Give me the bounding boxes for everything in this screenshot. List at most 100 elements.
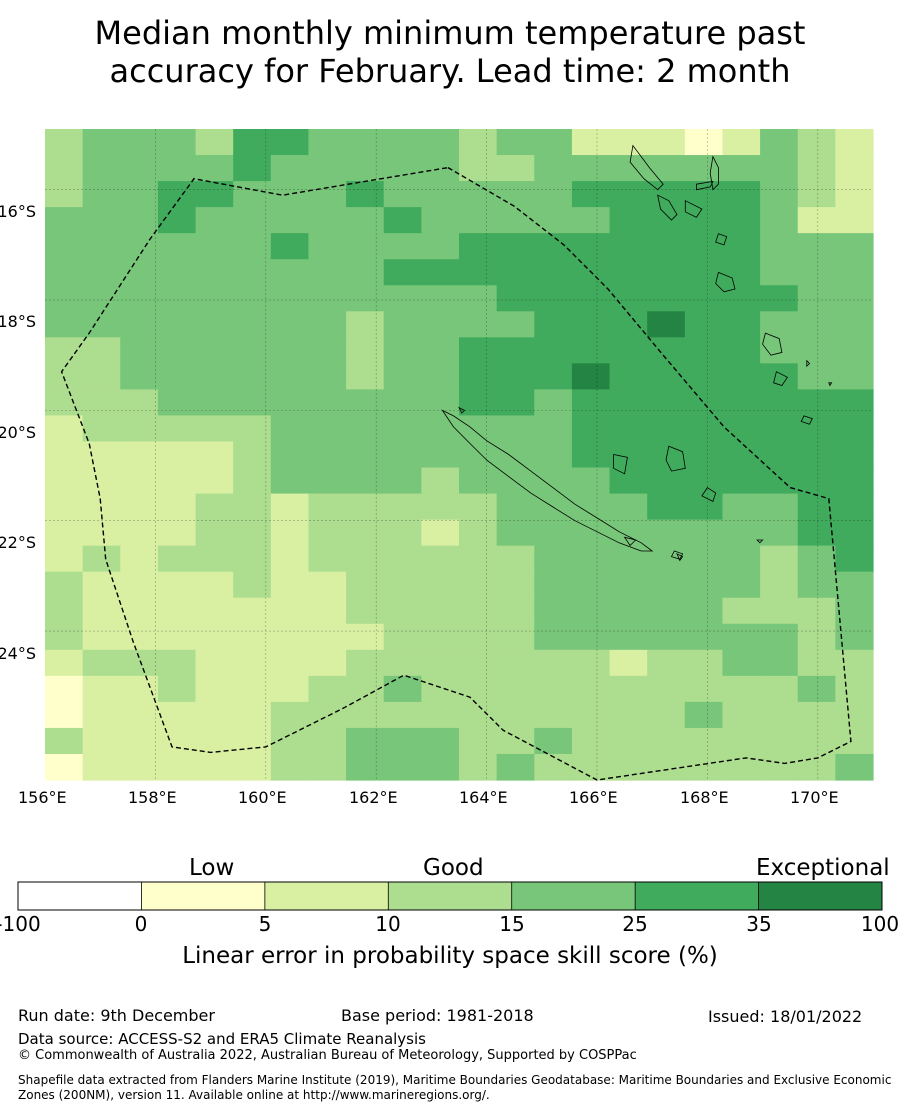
grid-cell [722,519,761,547]
grid-cell [45,467,84,495]
grid-cell [346,233,385,260]
grid-cell [195,649,234,677]
grid-cell [571,519,611,547]
grid-cell [684,493,724,521]
island-coastline [696,180,714,191]
grid-cell [722,675,761,703]
grid-cell [760,207,799,234]
grid-cell [609,311,648,338]
grid-cell [157,337,197,364]
grid-cell [571,129,611,156]
colorbar-tick-label: 35 [746,912,772,936]
grid-cell [534,467,573,495]
colorbar-swatch [635,882,759,910]
grid-cell [571,337,611,364]
colorbar-swatch [141,882,265,910]
grid-cell [496,181,535,208]
grid-cell [835,597,874,625]
grid-cell [383,649,422,677]
grid-cell [609,415,648,443]
grid-cell [647,285,686,312]
grid-cell [308,337,347,364]
grid-cell [722,389,761,417]
grid-cell [82,649,121,677]
colorbar-title: Linear error in probability space skill … [182,943,718,969]
grid-cell [760,363,799,390]
grid-cell [496,649,535,677]
grid-cell [421,571,460,599]
grid-cell [308,727,347,755]
grid-cell [308,519,347,547]
grid-cell [722,649,761,677]
grid-cell [45,597,84,625]
grid-cell [346,311,385,338]
grid-cell [835,545,874,573]
grid-cell [157,259,197,286]
base-period: Base period: 1981-2018 [341,1006,534,1025]
grid-cell [308,441,347,469]
colorbar-tick-label: 0 [134,912,148,936]
grid-cell [120,259,159,286]
grid-cell [45,181,84,208]
grid-cell [609,571,648,599]
lon-tick-label: 170°E [790,788,839,807]
colorbar-swatch [388,882,512,910]
grid-cell [421,519,460,547]
data-source: Data source: ACCESS-S2 and ERA5 Climate … [18,1030,426,1048]
grid-cell [195,753,234,781]
grid-cell [82,623,121,651]
grid-cell [760,259,799,286]
grid-cell [120,389,159,417]
grid-cell [797,519,836,547]
grid-cell [308,753,347,781]
grid-cell [270,337,310,364]
grid-cell [195,129,234,156]
grid-cell [157,675,197,703]
grid-cell [421,467,460,495]
grid-cell [496,623,535,651]
grid-cell [571,545,611,573]
grid-cell [609,675,648,703]
grid-cell [346,259,385,286]
grid-cell [571,363,611,390]
grid-cell [459,415,498,443]
grid-cell [722,363,761,390]
grid-cell [835,467,874,495]
grid-cell [308,311,347,338]
colorbar [17,881,883,911]
grid-cell [835,389,874,417]
grid-cell [82,207,121,234]
grid-cell [534,207,573,234]
grid-cell [797,727,836,755]
grid-cell [82,155,121,182]
grid-cell [195,493,234,521]
colorbar-outline [17,881,883,911]
grid-cell [647,181,686,208]
grid-cell [157,649,197,677]
grid-cell [308,363,347,390]
grid-cell [760,675,799,703]
grid-cell [270,129,310,156]
grid-cell [82,415,121,443]
grid-cell [270,727,310,755]
island-coastline [613,454,628,475]
grid-cell [534,675,573,703]
grid-cell [421,181,460,208]
grid-cell [421,597,460,625]
grid-cell [835,649,874,677]
grid-cell [835,129,874,156]
colorbar-tick-label: 5 [258,912,272,936]
grid-cell [45,389,84,417]
grid-cell [308,389,347,417]
grid-cell [496,493,535,521]
grid-cell [270,597,310,625]
grid-cell [835,337,874,364]
grid-cell [157,545,197,573]
grid-cell [346,467,385,495]
grid-cell [609,493,648,521]
grid-cell [233,129,272,156]
island-coastline [715,271,736,293]
grid-cell [459,571,498,599]
eez-boundary [60,166,852,781]
